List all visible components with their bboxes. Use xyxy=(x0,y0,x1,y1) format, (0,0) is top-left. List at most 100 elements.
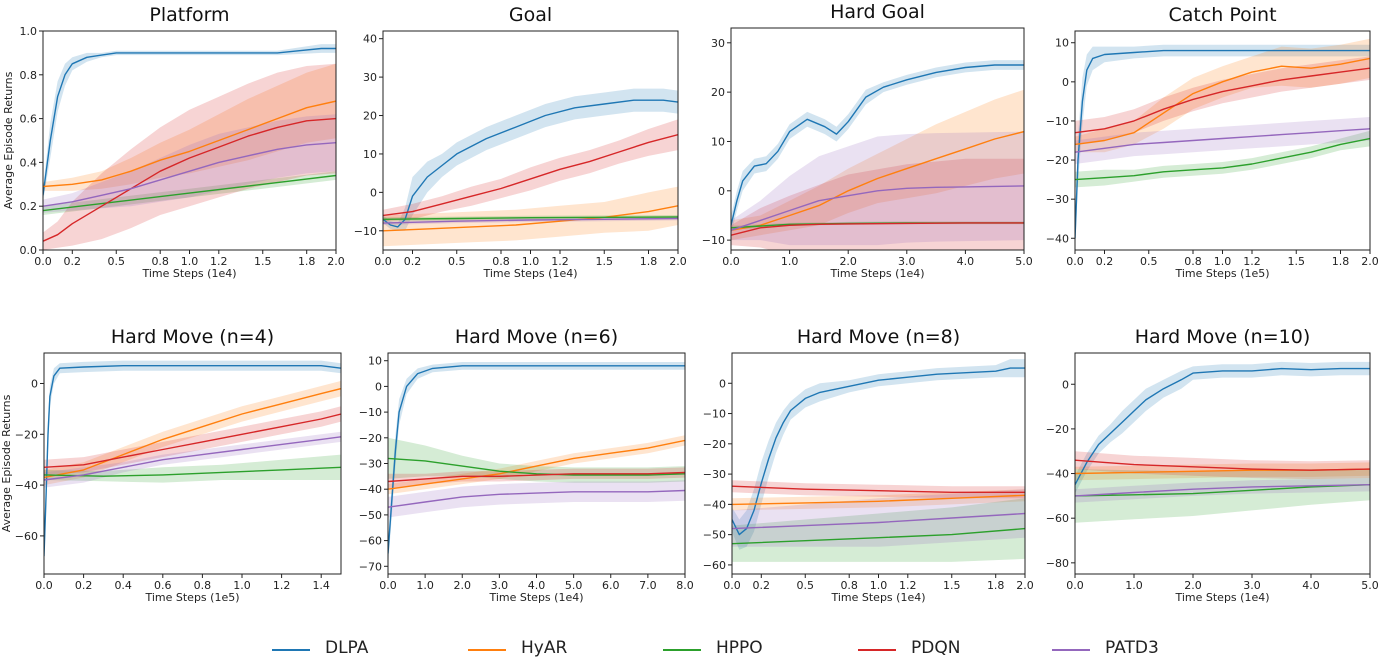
x-tick-label: 1.2 xyxy=(210,255,228,268)
x-tick-label: 1.0 xyxy=(522,255,540,268)
legend-swatch xyxy=(663,649,701,651)
chart-panel-4: Catch Point 0.0 0.2 0.5 0.8 1.0 1.2 1.5 1.8 2.0 −4… xyxy=(1046,4,1379,280)
series-line-pdqn xyxy=(383,134,678,217)
y-tick-label: 0.2 xyxy=(20,200,38,213)
y-tick-label: 0 xyxy=(375,380,382,393)
band-dlpa xyxy=(731,60,1024,236)
series-line-dlpa xyxy=(1075,49,1370,239)
y-tick-label: −20 xyxy=(703,438,726,451)
series-line-patd3 xyxy=(732,512,1025,530)
x-axis-label: Time Steps (1e4) xyxy=(482,267,577,280)
x-tick-label: 0.2 xyxy=(404,255,422,268)
x-tick-label: 4.0 xyxy=(528,579,546,592)
chart-title: Hard Move (n=8) xyxy=(797,326,960,348)
band-hyar xyxy=(43,63,336,191)
x-tick-label: 0.5 xyxy=(797,579,815,592)
y-tick-label: −50 xyxy=(703,529,726,542)
y-tick-label: −10 xyxy=(354,225,377,238)
chart-panel-1: Platform 0.0 0.2 0.5 0.8 1.0 1.2 1.5 1.8 2.0 0.0 0.… xyxy=(2,4,345,280)
x-tick-label: 6.0 xyxy=(602,579,620,592)
y-tick-label: −20 xyxy=(359,432,382,445)
y-tick-label: −40 xyxy=(703,498,726,511)
band-pdqn xyxy=(732,480,1025,499)
series-line-hyar xyxy=(1075,57,1370,146)
x-tick-label: 1.0 xyxy=(781,255,799,268)
band-dlpa xyxy=(383,88,678,231)
y-tick-label: −50 xyxy=(359,509,382,522)
series-line-hppo xyxy=(732,527,1025,545)
plot-area xyxy=(732,359,1025,562)
y-tick-label: 10 xyxy=(363,148,377,161)
x-axis-label: Time Steps (1e4) xyxy=(830,591,925,604)
x-tick-label: 8.0 xyxy=(676,579,694,592)
y-tick-label: −70 xyxy=(359,560,382,573)
y-axis-label: Average Episode Returns xyxy=(0,394,13,532)
y-tick-label: −60 xyxy=(703,559,726,572)
band-pdqn xyxy=(388,467,685,490)
y-tick-label: 0 xyxy=(370,186,377,199)
chart-title: Hard Move (n=4) xyxy=(111,326,274,348)
plot-area xyxy=(388,362,685,567)
y-tick-label: −40 xyxy=(15,479,38,492)
legend-swatch xyxy=(468,649,506,651)
x-tick-label: 2.0 xyxy=(1361,255,1379,268)
chart-panel-2: Goal 0.0 0.2 0.5 0.8 1.0 1.2 1.5 1.8 2.0 −10 0 10 20 3… xyxy=(354,4,687,280)
y-tick-label: 0 xyxy=(1062,76,1069,89)
legend: DLPA HyAR HPPO PDQN PATD3 xyxy=(0,634,1384,664)
axes-frame xyxy=(43,352,342,575)
series-line-pdqn xyxy=(731,222,1024,236)
band-dlpa xyxy=(43,44,336,202)
y-tick-label: 0.8 xyxy=(20,69,38,82)
series-line-dlpa xyxy=(1075,367,1370,486)
series-line-hyar xyxy=(731,130,1024,231)
x-axis-label: Time Steps (1e4) xyxy=(829,267,924,280)
x-tick-label: 3.0 xyxy=(1243,579,1261,592)
x-tick-label: 0.8 xyxy=(492,255,510,268)
y-tick-label: −60 xyxy=(359,535,382,548)
series-line-pdqn xyxy=(44,413,341,468)
y-tick-label: 10 xyxy=(368,355,382,368)
x-tick-label: 3.0 xyxy=(898,255,916,268)
legend-label: HyAR xyxy=(521,638,568,658)
x-tick-label: 1.2 xyxy=(273,579,291,592)
legend-label: PATD3 xyxy=(1105,638,1159,658)
y-tick-label: 30 xyxy=(711,37,725,50)
x-tick-label: 7.0 xyxy=(639,579,657,592)
x-tick-label: 0.8 xyxy=(1184,255,1202,268)
y-tick-label: 10 xyxy=(1055,37,1069,50)
plot-area xyxy=(44,360,341,569)
x-tick-label: 1.2 xyxy=(551,255,569,268)
axes-frame xyxy=(387,352,686,575)
x-tick-label: 0.5 xyxy=(108,255,126,268)
band-pdqn xyxy=(43,63,336,250)
y-tick-label: −10 xyxy=(703,408,726,421)
series-line-pdqn xyxy=(43,117,336,242)
y-tick-label: −30 xyxy=(1046,193,1069,206)
series-line-pdqn xyxy=(1075,459,1370,471)
series-line-patd3 xyxy=(731,185,1024,231)
band-hyar xyxy=(383,186,678,247)
y-tick-label: −40 xyxy=(359,483,382,496)
x-tick-label: 2.0 xyxy=(839,255,857,268)
series-line-dlpa xyxy=(44,365,341,557)
series-line-patd3 xyxy=(1075,484,1370,497)
series-line-pdqn xyxy=(388,471,685,483)
legend-label: PDQN xyxy=(911,638,961,658)
y-tick-label: 0 xyxy=(31,377,38,390)
legend-swatch xyxy=(858,649,896,651)
x-tick-label: 0.0 xyxy=(1066,255,1084,268)
y-tick-label: 20 xyxy=(363,110,377,123)
x-tick-label: 1.8 xyxy=(987,579,1005,592)
plot-area xyxy=(731,60,1024,250)
series-line-hppo xyxy=(1075,137,1370,181)
x-tick-label: 0.5 xyxy=(448,255,466,268)
series-line-hppo xyxy=(1075,484,1370,497)
axes-frame xyxy=(1074,30,1371,251)
x-tick-label: 0.0 xyxy=(379,579,397,592)
y-tick-label: −80 xyxy=(1046,557,1069,570)
x-tick-label: 0.0 xyxy=(34,255,52,268)
x-tick-label: 5.0 xyxy=(1015,255,1033,268)
band-hppo xyxy=(732,498,1025,562)
x-tick-label: 0.2 xyxy=(753,579,771,592)
